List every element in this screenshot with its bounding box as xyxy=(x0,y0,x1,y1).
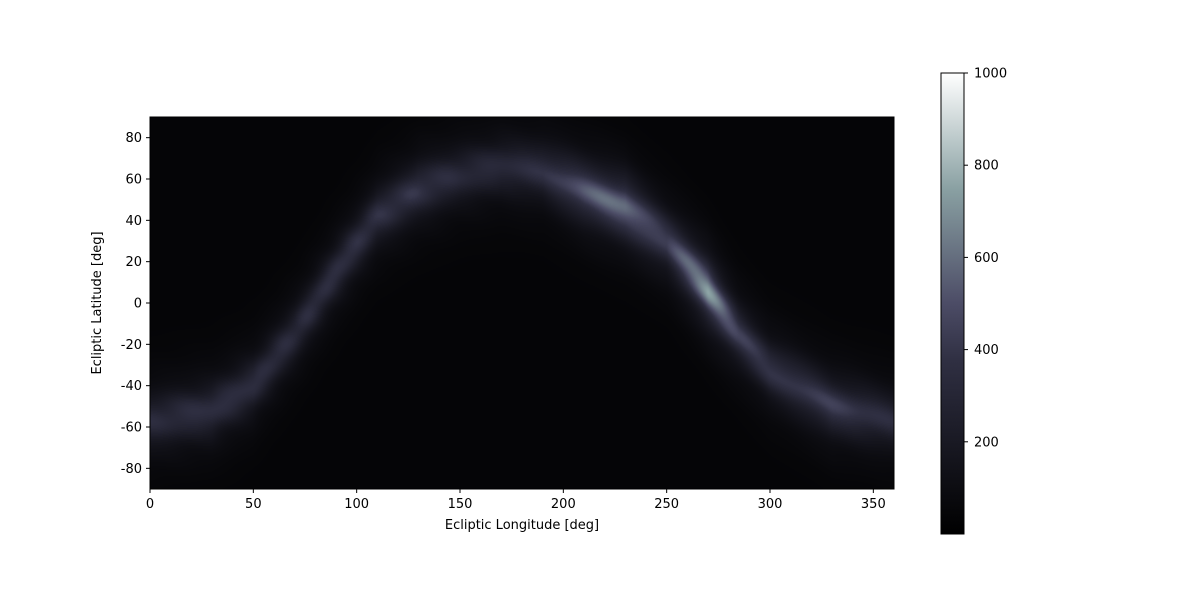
x-tick-label: 50 xyxy=(245,497,262,512)
y-tick-label: 80 xyxy=(125,131,142,146)
colorbar-tick-label: 800 xyxy=(974,159,999,174)
x-tick-label: 150 xyxy=(448,497,473,512)
y-tick-label: 20 xyxy=(125,255,142,270)
y-tick-label: 0 xyxy=(134,297,142,312)
colorbar: 200 400 600 800 1000 xyxy=(940,67,1007,535)
y-tick-label: 60 xyxy=(125,173,142,188)
x-tick-label: 250 xyxy=(654,497,679,512)
x-axis-ticks: 0 50 100 150 200 250 300 350 xyxy=(146,489,886,512)
colorbar-tick-label: 200 xyxy=(974,435,999,450)
y-tick-label: -80 xyxy=(121,462,142,477)
colorbar-tick-label: 1000 xyxy=(974,67,1007,82)
y-tick-label: -60 xyxy=(121,421,142,436)
x-tick-label: 300 xyxy=(758,497,783,512)
x-tick-label: 350 xyxy=(861,497,886,512)
x-axis-label: Ecliptic Longitude [deg] xyxy=(445,518,599,533)
heatmap-plot xyxy=(149,116,895,490)
x-tick-label: 0 xyxy=(146,497,154,512)
y-axis-label: Ecliptic Latitude [deg] xyxy=(90,231,105,374)
x-tick-label: 100 xyxy=(344,497,369,512)
colorbar-tick-label: 600 xyxy=(974,251,999,266)
x-tick-label: 200 xyxy=(551,497,576,512)
y-axis-ticks: -80 -60 -40 -20 0 20 40 60 80 xyxy=(121,131,150,477)
colorbar-tick-label: 400 xyxy=(974,343,999,358)
colorbar-gradient xyxy=(940,72,965,535)
heatmap-image xyxy=(150,117,894,489)
colorbar-ticks: 200 400 600 800 1000 xyxy=(964,67,1007,450)
y-tick-label: -40 xyxy=(121,379,142,394)
y-tick-label: 40 xyxy=(125,214,142,229)
y-tick-label: -20 xyxy=(121,338,142,353)
